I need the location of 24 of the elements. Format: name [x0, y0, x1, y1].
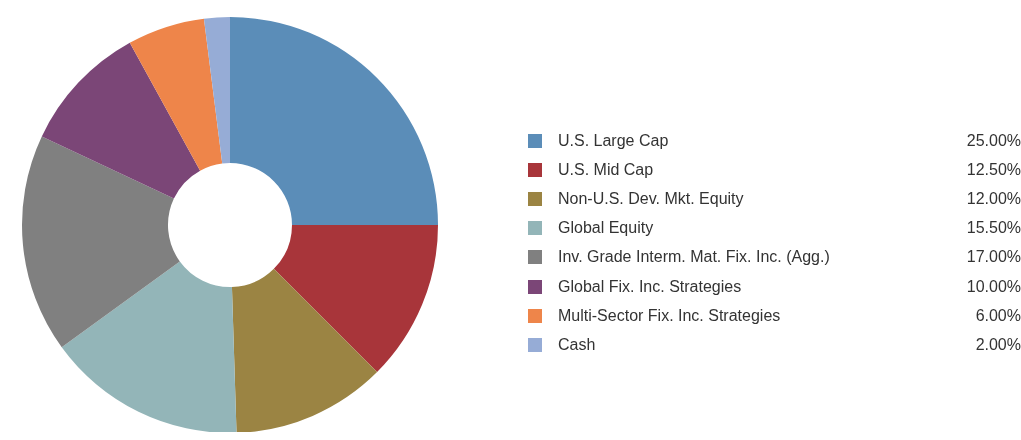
data-label: 6.00% [975, 306, 1021, 325]
legend-label: Global Equity [558, 219, 655, 238]
donut-slice [231, 268, 378, 432]
data-label: 15.50% [966, 219, 1021, 238]
donut-slice [22, 136, 180, 348]
legend-label: Global Fix. Inc. Strategies [558, 277, 743, 296]
legend-label: U.S. Mid Cap [558, 160, 655, 179]
legend-label: Inv. Grade Interm. Mat. Fix. Inc. (Agg.) [558, 248, 831, 267]
data-label: 2.00% [975, 335, 1021, 354]
data-label: 17.00% [966, 248, 1021, 267]
donut-slice [230, 17, 438, 225]
donut-slice [41, 42, 201, 199]
donut-slice [61, 261, 237, 432]
data-label: 12.50% [966, 160, 1021, 179]
donut-slice [203, 17, 230, 164]
data-label: 10.00% [966, 277, 1021, 296]
data-label: 25.00% [966, 131, 1021, 150]
legend-label: U.S. Large Cap [558, 131, 670, 150]
data-label: 12.00% [966, 189, 1021, 208]
legend-label: Non-U.S. Dev. Mkt. Equity [558, 189, 745, 208]
donut-slice [129, 18, 223, 171]
donut-slice [273, 225, 438, 373]
legend-label: Multi-Sector Fix. Inc. Strategies [558, 306, 782, 325]
legend-label: Cash [558, 335, 597, 354]
